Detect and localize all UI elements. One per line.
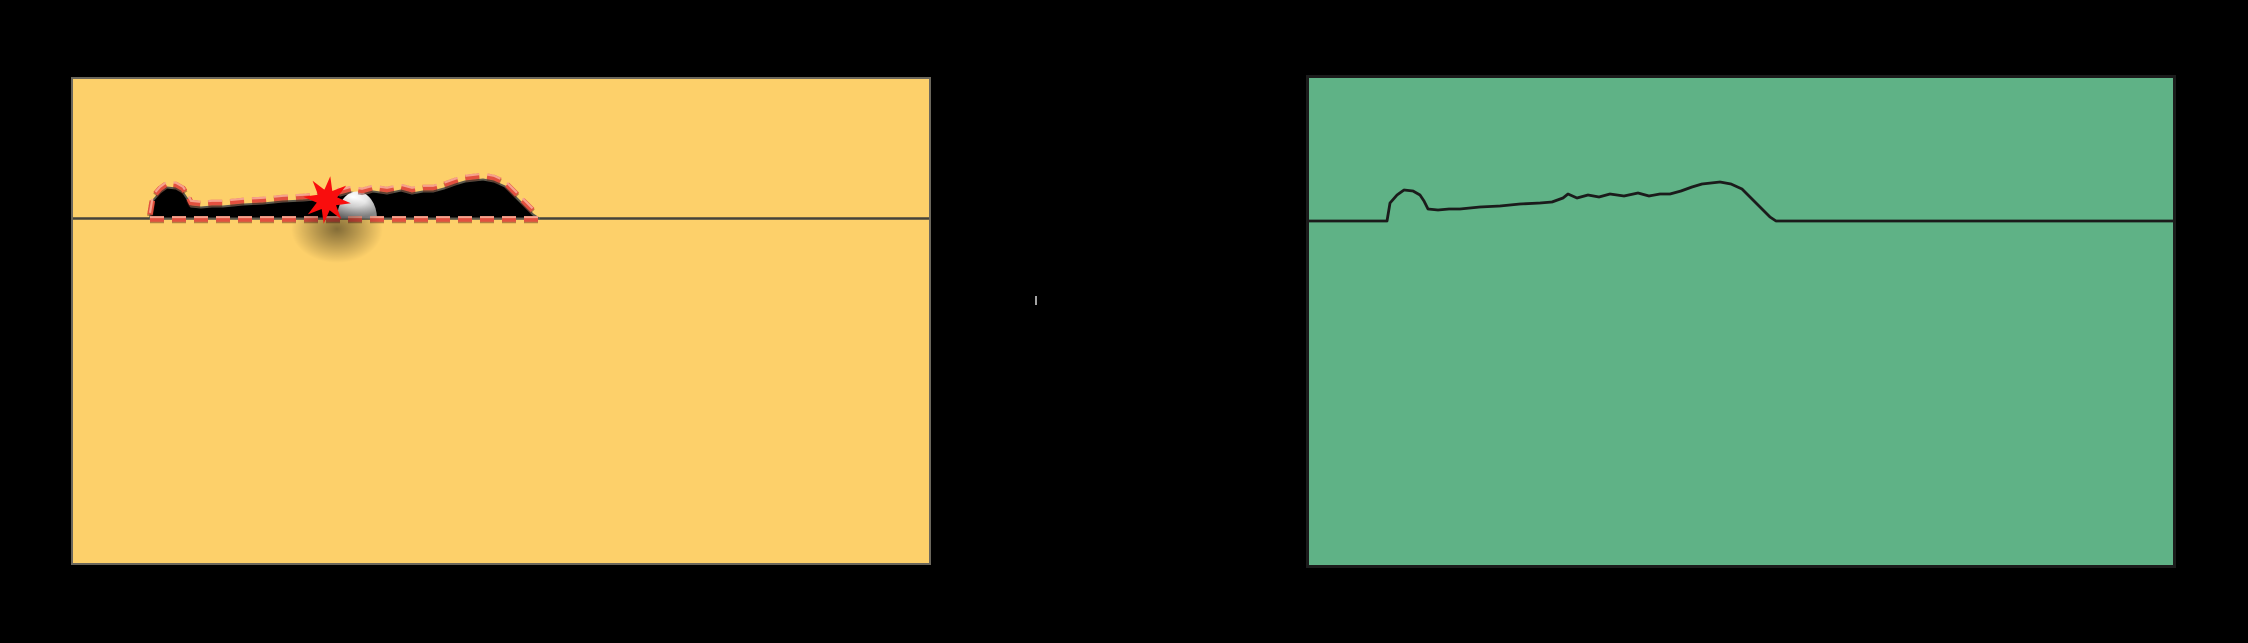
explosion-star-icon	[303, 176, 351, 224]
stray-cursor-mark	[1035, 296, 1037, 305]
after-panel-background	[1306, 75, 2176, 568]
terrain-profile-line	[1306, 180, 2176, 223]
excavation-dashed-outline	[147, 172, 541, 217]
excavation-dash-highlight	[148, 172, 540, 214]
after-panel-border	[1306, 75, 2176, 568]
before-panel-background	[71, 77, 931, 565]
blast-shadow	[291, 195, 383, 263]
before-panel	[71, 77, 931, 565]
after-panel	[1306, 75, 2176, 568]
before-panel-border	[71, 77, 931, 565]
